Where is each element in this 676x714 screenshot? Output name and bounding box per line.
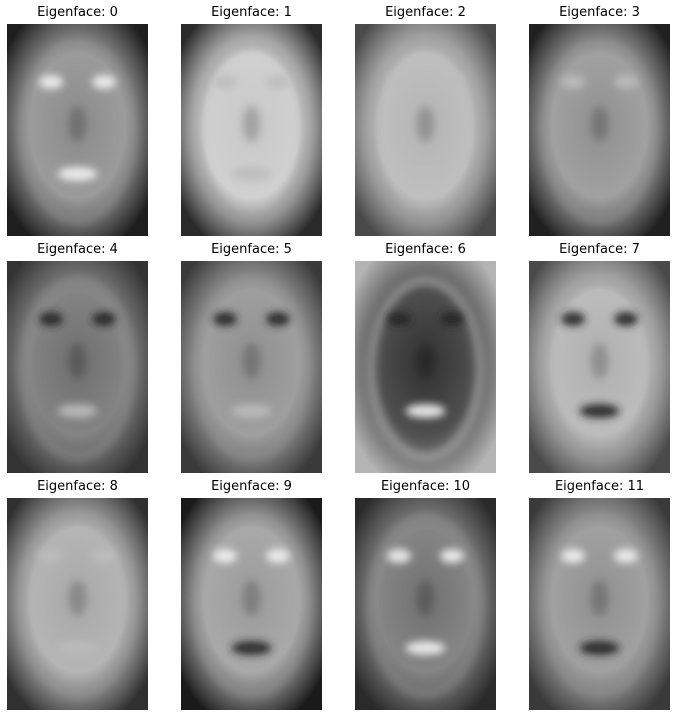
eigenface-image <box>7 261 148 473</box>
left-eye <box>213 312 237 326</box>
eigenface-image <box>181 498 322 710</box>
nose <box>68 343 87 379</box>
nose <box>68 106 87 142</box>
panel-title: Eigenface: 0 <box>37 5 118 20</box>
mouth <box>231 167 272 181</box>
panel-title: Eigenface: 11 <box>554 479 645 494</box>
face-outline <box>366 513 485 699</box>
mouth <box>231 404 272 418</box>
eigenface-image <box>7 24 148 236</box>
mouth <box>57 167 98 181</box>
right-eye <box>440 549 464 563</box>
nose <box>590 343 609 379</box>
left-eye <box>387 312 411 326</box>
mouth <box>231 641 272 655</box>
mouth <box>57 641 98 655</box>
panel-title: Eigenface: 6 <box>385 242 466 257</box>
eigenface-image <box>529 24 670 236</box>
panel-title: Eigenface: 2 <box>385 5 466 20</box>
right-eye <box>92 549 116 563</box>
eigenface-image <box>7 498 148 710</box>
panel-title: Eigenface: 4 <box>37 242 118 257</box>
nose <box>416 343 435 379</box>
left-eye <box>387 75 411 89</box>
panel-title: Eigenface: 3 <box>559 5 640 20</box>
eigenface-image <box>355 261 496 473</box>
panel-title: Eigenface: 8 <box>37 479 118 494</box>
panel-title: Eigenface: 5 <box>211 242 292 257</box>
eigenface-image <box>355 498 496 710</box>
face-outline <box>366 276 485 462</box>
panel-title: Eigenface: 9 <box>211 479 292 494</box>
mouth <box>405 641 446 655</box>
panel-title: Eigenface: 10 <box>380 479 471 494</box>
mouth <box>57 404 98 418</box>
left-eye <box>39 549 63 563</box>
face-outline <box>18 513 137 699</box>
mouth <box>579 404 620 418</box>
nose <box>68 580 87 616</box>
nose <box>242 106 261 142</box>
face-outline <box>540 276 659 462</box>
left-eye <box>213 549 237 563</box>
left-eye <box>39 75 63 89</box>
eigenface-image <box>529 261 670 473</box>
face-outline <box>540 39 659 225</box>
mouth <box>405 404 446 418</box>
right-eye <box>614 549 638 563</box>
face-outline <box>192 39 311 225</box>
left-eye <box>387 549 411 563</box>
face-outline <box>18 276 137 462</box>
right-eye <box>440 75 464 89</box>
nose <box>590 580 609 616</box>
left-eye <box>561 75 585 89</box>
nose <box>416 106 435 142</box>
face-outline <box>540 513 659 699</box>
right-eye <box>614 312 638 326</box>
eigenface-image <box>181 261 322 473</box>
left-eye <box>561 312 585 326</box>
right-eye <box>92 75 116 89</box>
right-eye <box>266 549 290 563</box>
nose <box>416 580 435 616</box>
face-outline <box>366 39 485 225</box>
nose <box>242 580 261 616</box>
right-eye <box>266 75 290 89</box>
left-eye <box>561 549 585 563</box>
panel-title: Eigenface: 7 <box>559 242 640 257</box>
left-eye <box>39 312 63 326</box>
face-outline <box>192 276 311 462</box>
eigenface-image <box>181 24 322 236</box>
right-eye <box>266 312 290 326</box>
mouth <box>405 167 446 181</box>
right-eye <box>440 312 464 326</box>
right-eye <box>92 312 116 326</box>
face-outline <box>18 39 137 225</box>
nose <box>590 106 609 142</box>
eigenface-image <box>355 24 496 236</box>
panel-title: Eigenface: 1 <box>211 5 292 20</box>
mouth <box>579 641 620 655</box>
right-eye <box>614 75 638 89</box>
left-eye <box>213 75 237 89</box>
eigenface-image <box>529 498 670 710</box>
face-outline <box>192 513 311 699</box>
nose <box>242 343 261 379</box>
